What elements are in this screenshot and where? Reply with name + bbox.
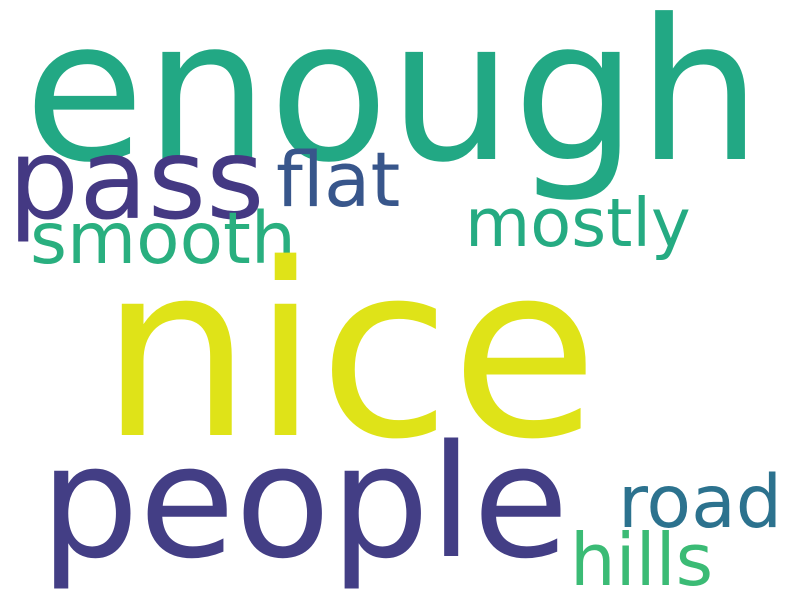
- word-enough: enough: [24, 0, 762, 206]
- word-hills: hills: [570, 518, 714, 600]
- word-flat: flat: [276, 135, 401, 224]
- word-smooth: smooth: [30, 197, 296, 280]
- word-people: people: [40, 411, 569, 593]
- word-mostly: mostly: [465, 184, 691, 262]
- word-road: road: [618, 460, 783, 545]
- word-pass: pass: [8, 115, 265, 245]
- word-nice: nice: [100, 212, 599, 492]
